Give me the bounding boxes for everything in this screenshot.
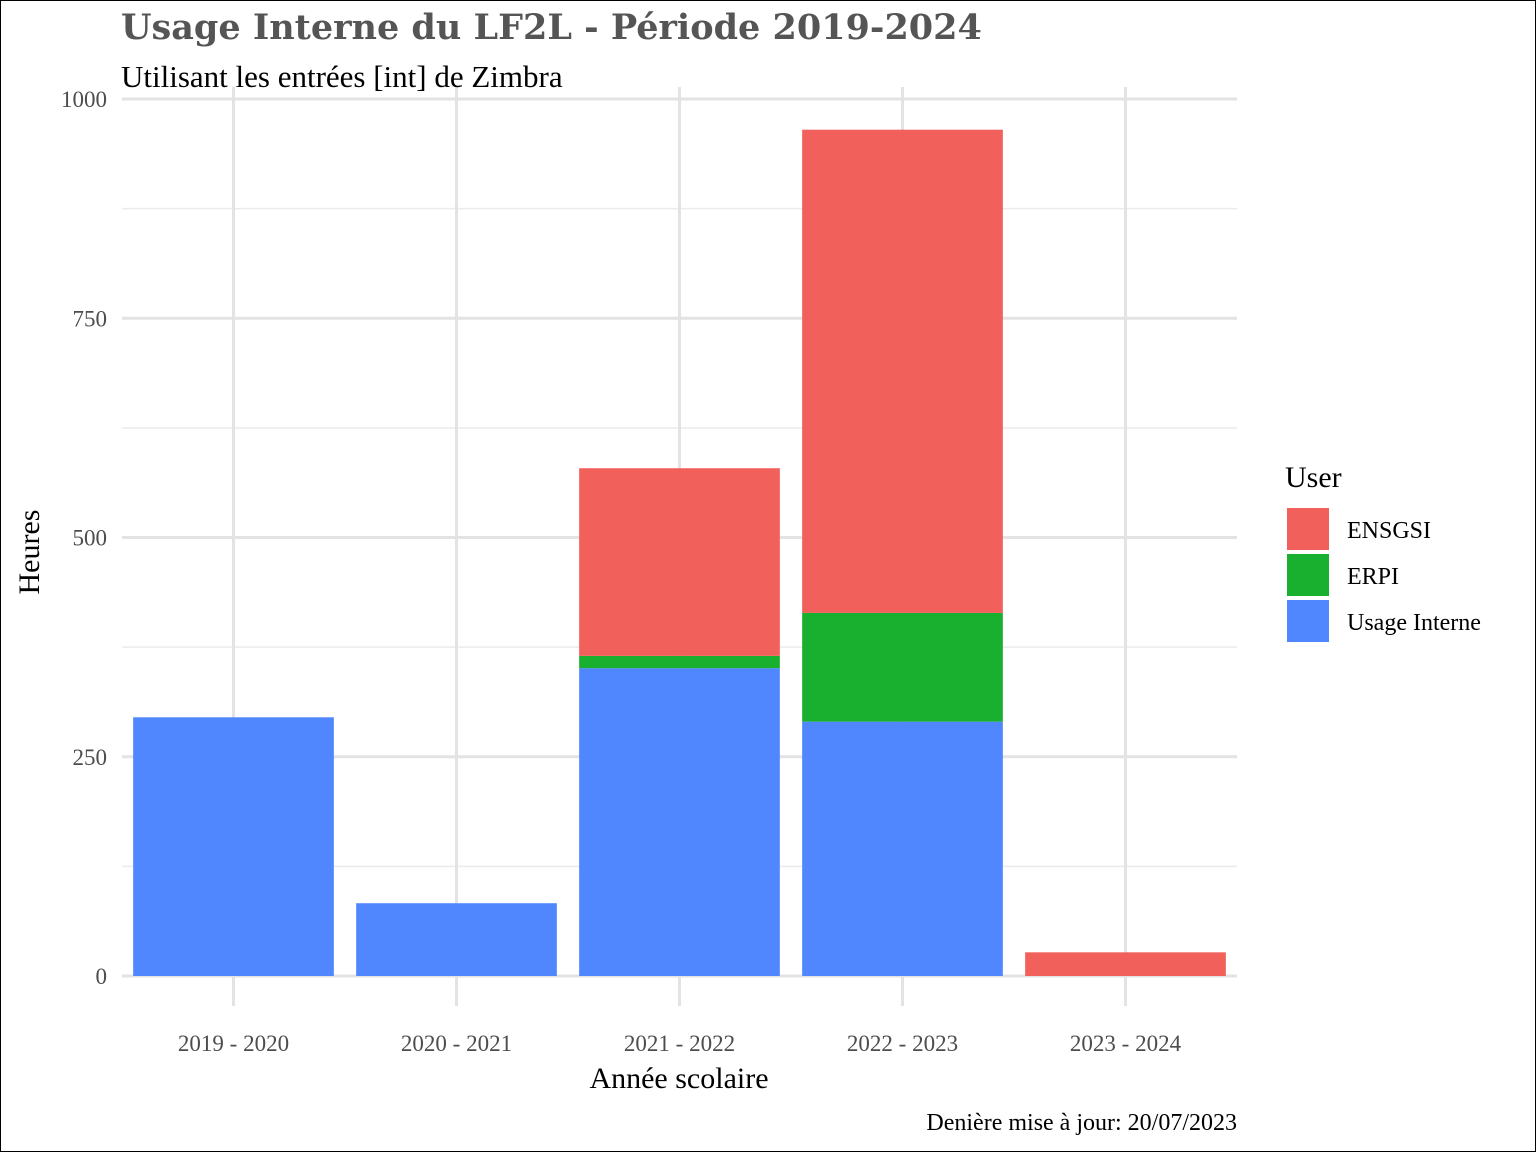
y-tick-label: 750 [73, 306, 108, 331]
x-tick-label: 2020 - 2021 [401, 1031, 512, 1056]
bar-segment-ensgsi [579, 468, 780, 656]
legend-key-erpi [1287, 554, 1329, 596]
legend-key-usage-interne [1287, 600, 1329, 642]
legend-label: ENSGSI [1347, 518, 1431, 544]
y-axis-title: Heures [13, 510, 46, 595]
bar-segment-usage-interne [579, 668, 780, 976]
bar-segment-ensgsi [802, 129, 1003, 613]
bar-segment-usage-interne [802, 721, 1003, 976]
bar-segment-usage-interne [356, 903, 557, 976]
x-tick-label: 2023 - 2024 [1070, 1031, 1182, 1056]
chart-caption: Denière mise à jour: 20/07/2023 [926, 1110, 1237, 1136]
legend-label: Usage Interne [1347, 610, 1481, 636]
x-axis-ticks: 2019 - 2020 2020 - 2021 2021 - 2022 2022 - … [178, 1031, 1182, 1056]
chart-title: Usage Interne du LF2L - Période 2019-202… [121, 7, 982, 48]
legend-label: ERPI [1347, 564, 1399, 590]
legend: ENSGSI ERPI Usage Interne [1287, 508, 1481, 642]
bar-segment-erpi [579, 655, 780, 669]
y-tick-label: 250 [73, 745, 108, 770]
x-tick-label: 2019 - 2020 [178, 1031, 289, 1056]
x-tick-label: 2021 - 2022 [624, 1031, 735, 1056]
y-tick-label: 500 [73, 526, 108, 551]
bars [133, 129, 1226, 976]
y-axis-ticks: 0 250 500 750 1000 [61, 87, 107, 989]
chart-subtitle: Utilisant les entrées [int] de Zimbra [121, 59, 563, 94]
x-axis-title: Année scolaire [589, 1062, 768, 1095]
legend-title: User [1285, 461, 1342, 494]
legend-key-ensgsi [1287, 508, 1329, 550]
bar-segment-usage-interne [133, 717, 334, 976]
y-tick-label: 0 [96, 964, 108, 989]
bar-segment-ensgsi [1025, 952, 1226, 976]
y-tick-label: 1000 [61, 87, 107, 112]
bar-segment-erpi [802, 612, 1003, 722]
x-tick-label: 2022 - 2023 [847, 1031, 958, 1056]
